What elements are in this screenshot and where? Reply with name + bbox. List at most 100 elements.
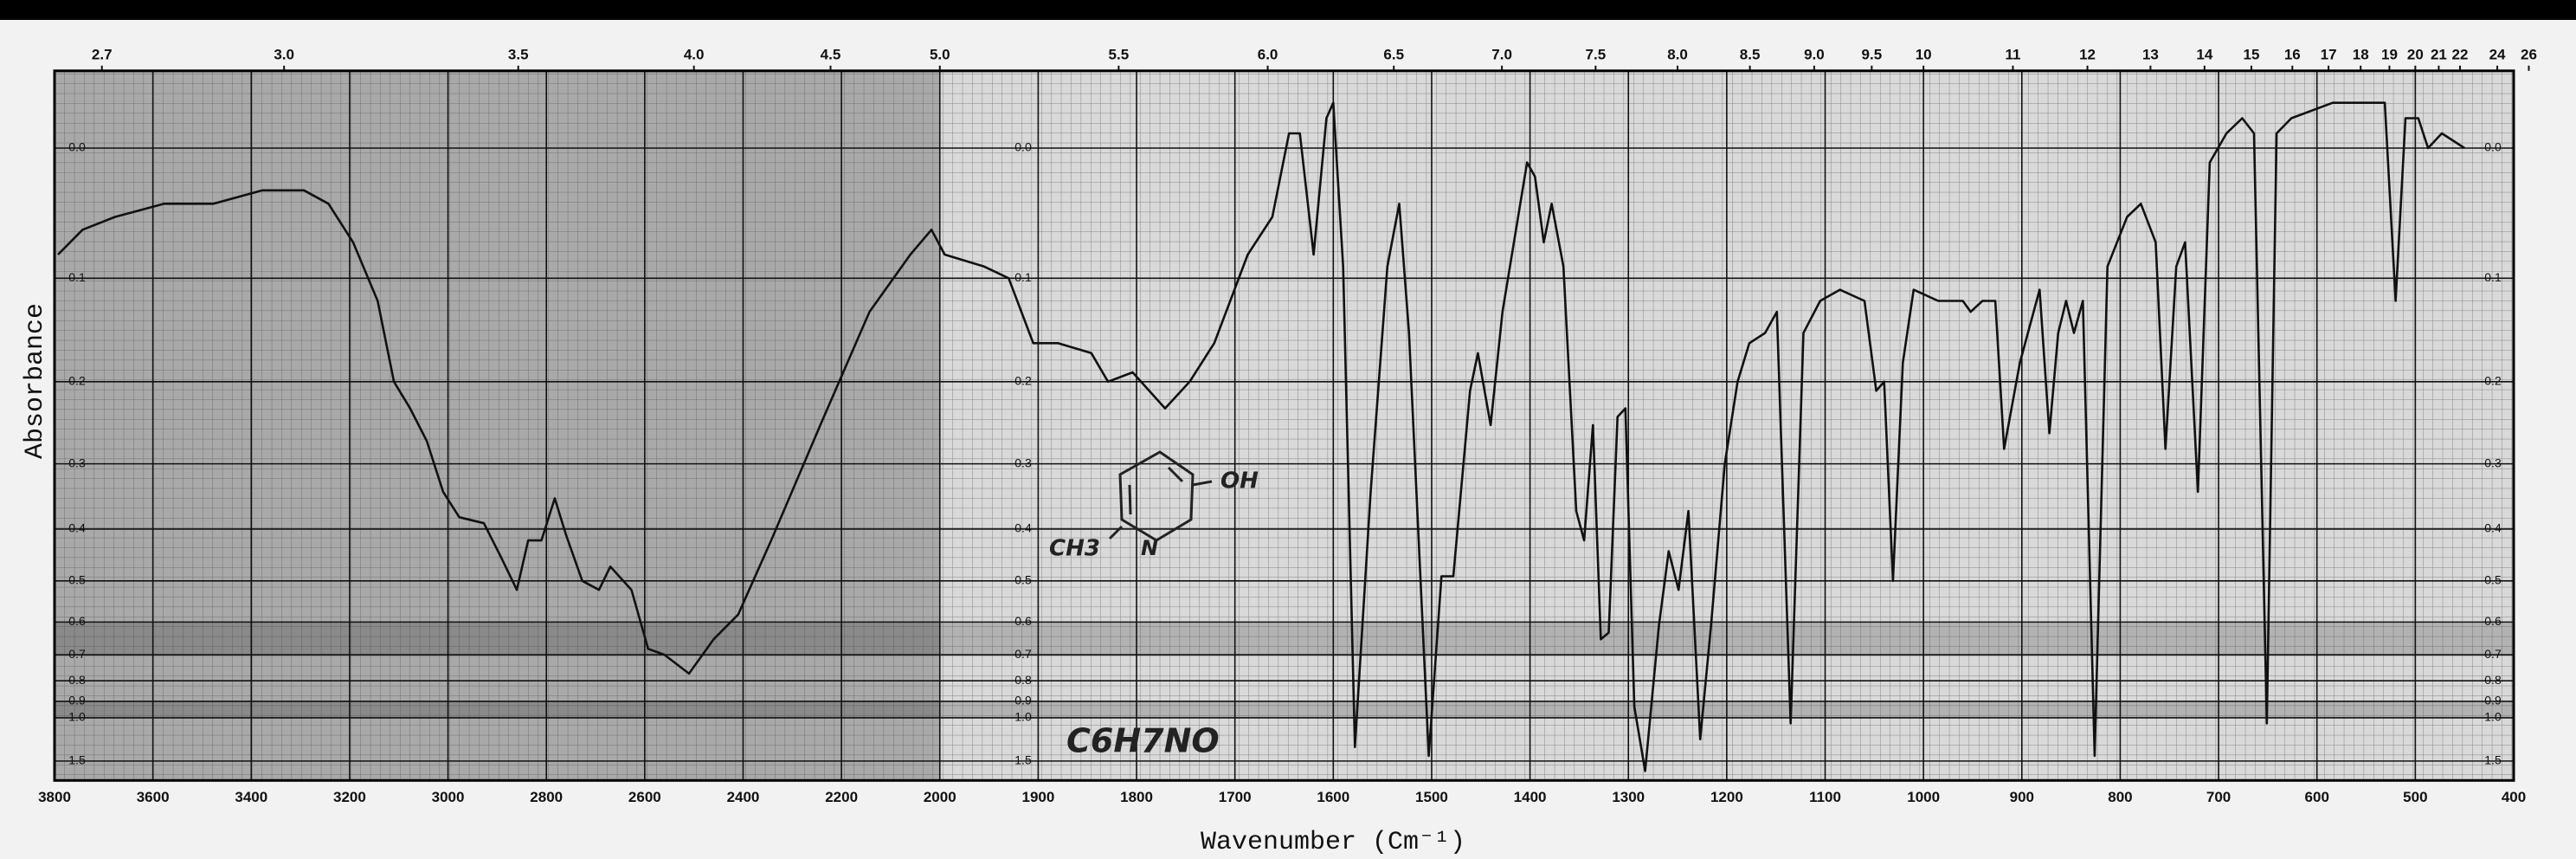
y-tick-label: 0.3 [1014, 455, 1032, 469]
x2-tick-label: 7.5 [1586, 46, 1607, 62]
x-tick-label: 500 [2403, 789, 2427, 805]
y-tick-label: 0.5 [68, 573, 86, 587]
y-tick-label: 1.0 [2484, 710, 2502, 724]
x-tick-label: 3400 [235, 789, 267, 805]
x-tick-label: 700 [2206, 789, 2231, 805]
x2-tick-label: 21 [2431, 46, 2447, 62]
spectrum-line [57, 101, 2465, 772]
y-tick-label: 0.7 [1014, 647, 1032, 661]
x-tick-label: 1600 [1317, 789, 1349, 805]
x2-tick-label: 3.0 [274, 46, 294, 62]
y-axis-title: Absorbance [21, 303, 50, 459]
x2-tick-label: 5.5 [1109, 46, 1130, 62]
x-tick-label: 800 [2108, 789, 2132, 805]
y-tick-label: 0.8 [2484, 673, 2502, 687]
y-tick-label: 0.1 [1014, 270, 1032, 284]
y-tick-label: 0.9 [68, 694, 86, 707]
x2-tick-label: 22 [2452, 46, 2469, 62]
x2-tick-label: 12 [2079, 46, 2096, 62]
x2-tick-label: 2.7 [92, 46, 113, 62]
y-tick-label: 0.2 [1014, 373, 1032, 387]
y-tick-label: 0.4 [1014, 521, 1032, 535]
annotation: OH [1220, 468, 1259, 494]
x-tick-label: 1000 [1907, 789, 1940, 805]
x2-tick-label: 10 [1916, 46, 1932, 62]
plot-frame [53, 69, 2515, 782]
x2-tick-label: 4.5 [821, 46, 841, 62]
y-tick-label: 0.6 [2484, 614, 2502, 628]
y-tick-label: 1.0 [1014, 710, 1032, 724]
y-tick-label: 1.5 [1014, 753, 1032, 767]
y-tick-label: 0.1 [2484, 270, 2502, 284]
x2-tick-label: 18 [2353, 46, 2369, 62]
x-tick-label: 1300 [1612, 789, 1645, 805]
y-tick-label: 1.5 [68, 753, 86, 767]
y-tick-label: 0.7 [68, 647, 86, 661]
y-tick-label: 0.4 [2484, 521, 2502, 535]
x2-tick-label: 26 [2521, 46, 2537, 62]
y-tick-label: 0.0 [1014, 140, 1032, 154]
x2-tick-label: 16 [2284, 46, 2301, 62]
y-tick-label: 0.4 [68, 521, 86, 535]
grid [53, 65, 2530, 782]
y-tick-label: 0.9 [2484, 694, 2502, 707]
x2-tick-label: 6.0 [1258, 46, 1278, 62]
y-tick-label: 0.7 [2484, 647, 2502, 661]
x2-tick-label: 8.5 [1740, 46, 1761, 62]
y-tick-label: 0.1 [68, 270, 86, 284]
x-tick-label: 1800 [1120, 789, 1153, 805]
x2-tick-label: 4.0 [684, 46, 705, 62]
labels: 3800 3600 3400 3200 3000 2800 2600 2400 2200 2000… [38, 46, 2537, 804]
x2-tick-label: 24 [2489, 46, 2506, 62]
x2-tick-label: 8.0 [1667, 46, 1688, 62]
x-tick-label: 2800 [530, 789, 563, 805]
x-tick-label: 900 [2010, 789, 2034, 805]
structure-sketch [1108, 450, 1213, 542]
x-tick-label: 1900 [1021, 789, 1054, 805]
x-tick-label: 1400 [1514, 789, 1547, 805]
x2-tick-label: 11 [2005, 46, 2020, 62]
x2-tick-label: 15 [2243, 46, 2259, 62]
x-tick-label: 2600 [628, 789, 661, 805]
marks [57, 101, 2465, 772]
x2-tick-label: 20 [2407, 46, 2424, 62]
x-tick-label: 1700 [1219, 789, 1252, 805]
y-tick-label: 0.5 [2484, 573, 2502, 587]
x-tick-label: 2200 [825, 789, 858, 805]
x-tick-label: 3800 [38, 789, 71, 805]
y-tick-label: 0.0 [2484, 140, 2502, 154]
y-tick-label: 0.0 [68, 140, 86, 154]
x-tick-label: 400 [2502, 789, 2526, 805]
x2-tick-label: 14 [2196, 46, 2212, 62]
x2-tick-label: 19 [2381, 46, 2398, 62]
x-tick-label: 1100 [1809, 789, 1841, 805]
x-tick-label: 1500 [1415, 789, 1448, 805]
x-tick-label: 1200 [1710, 789, 1743, 805]
x-tick-label: 2000 [924, 789, 956, 805]
y-tick-label: 0.2 [2484, 373, 2502, 387]
y-tick-label: 0.6 [68, 614, 86, 628]
annotation: N [1141, 536, 1158, 560]
x2-tick-label: 6.5 [1383, 46, 1404, 62]
y-tick-label: 0.6 [1014, 614, 1032, 628]
x2-tick-label: 17 [2321, 46, 2337, 62]
y-tick-label: 0.3 [2484, 455, 2502, 469]
y-tick-label: 0.2 [68, 373, 86, 387]
x2-tick-label: 13 [2142, 46, 2159, 62]
y-tick-label: 0.3 [68, 455, 86, 469]
y-tick-label: 0.9 [1014, 694, 1032, 707]
x-tick-label: 3600 [137, 789, 170, 805]
x-tick-label: 3200 [333, 789, 366, 805]
y-tick-label: 0.8 [68, 673, 86, 687]
x2-tick-label: 9.0 [1804, 46, 1825, 62]
y-tick-label: 1.5 [2484, 753, 2502, 767]
annotation: CH3 [1049, 536, 1100, 562]
x-tick-label: 2400 [727, 789, 760, 805]
x2-tick-label: 9.5 [1862, 46, 1883, 62]
y-tick-label: 1.0 [68, 710, 86, 724]
background [55, 70, 2514, 781]
x2-tick-label: 7.0 [1491, 46, 1512, 62]
annotation: C6H7NO [1066, 722, 1220, 760]
y-tick-label: 0.5 [1014, 573, 1032, 587]
